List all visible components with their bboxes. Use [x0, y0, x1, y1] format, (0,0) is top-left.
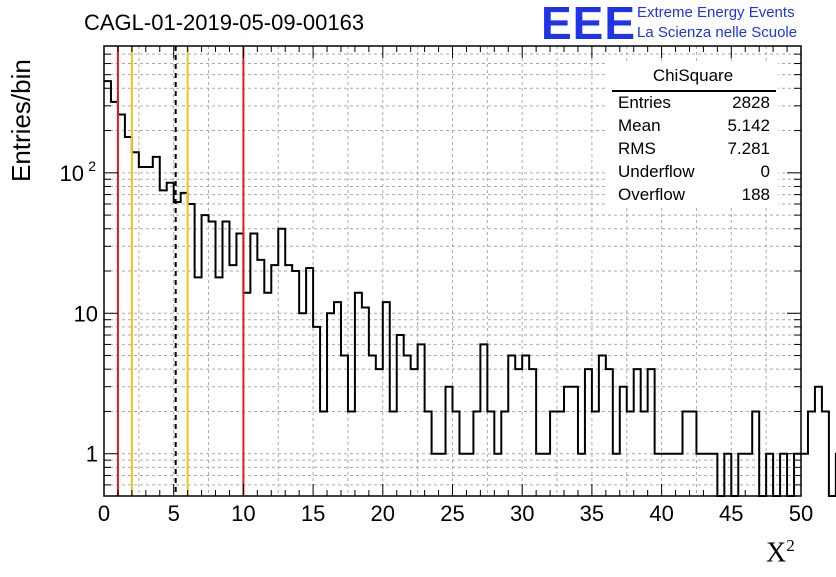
stats-row-entries: Entries 2828: [618, 93, 770, 115]
stats-key: RMS: [618, 139, 656, 158]
y-tick-label: 10: [74, 301, 98, 326]
logo-line-2: La Scienza nelle Scuole: [637, 24, 798, 41]
y-axis-label: Entries/bin: [6, 59, 36, 182]
stats-box: ChiSquare Entries 2828 Mean 5.142 RMS 7.…: [608, 62, 778, 208]
plot-title: CAGL-01-2019-05-09-00163: [84, 10, 365, 35]
vertical-lines-layer: [116, 46, 245, 496]
x-axis-label-base: X: [766, 537, 787, 569]
x-tick-label: 45: [719, 501, 743, 526]
x-tick-label: 50: [789, 501, 813, 526]
y-tick-label: 10: [60, 161, 84, 186]
stats-key: Mean: [618, 116, 661, 135]
x-tick-label: 15: [301, 501, 325, 526]
x-axis-label: X2: [766, 536, 795, 569]
stats-row-mean: Mean 5.142: [618, 116, 770, 138]
y-tick-label-exponent: 2: [88, 158, 96, 174]
stats-row-rms: RMS 7.281: [618, 139, 770, 161]
stats-key: Overflow: [618, 185, 686, 204]
stats-value: 7.281: [727, 139, 770, 158]
eee-logo: EEE Extreme Energy Events La Scienza nel…: [541, 0, 831, 49]
x-tick-label: 25: [440, 501, 464, 526]
x-tick-label: 5: [168, 501, 180, 526]
stats-value: 2828: [732, 93, 770, 112]
tick-layer: [103, 45, 802, 497]
x-tick-label: 30: [510, 501, 534, 526]
stats-value: 188: [741, 185, 770, 204]
stats-key: Entries: [618, 93, 671, 112]
stats-separator: [612, 90, 776, 92]
stats-row-overflow: Overflow 188: [618, 185, 770, 207]
stats-value: 0: [760, 162, 770, 181]
x-tick-label: 10: [231, 501, 255, 526]
x-axis-label-sup: 2: [786, 536, 795, 555]
stats-title: ChiSquare: [652, 66, 734, 85]
stats-key: Underflow: [618, 162, 695, 181]
x-tick-label: 0: [98, 501, 110, 526]
logo-mark: EEE: [541, 0, 637, 49]
histogram-outline: [104, 80, 836, 497]
logo-line-1: Extreme Energy Events: [637, 4, 795, 21]
histogram-layer: [104, 80, 836, 497]
x-tick-label: 20: [371, 501, 395, 526]
y-tick-label: 1: [86, 442, 98, 467]
x-tick-label: 40: [649, 501, 673, 526]
x-tick-label: 35: [580, 501, 604, 526]
stats-value: 5.142: [727, 116, 770, 135]
stats-row-underflow: Underflow 0: [618, 162, 770, 184]
